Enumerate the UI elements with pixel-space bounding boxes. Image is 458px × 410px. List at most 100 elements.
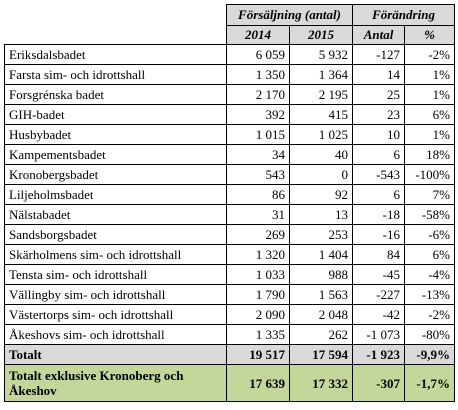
total-2015: 17 594 <box>288 344 354 365</box>
total-pct: -9,9% <box>404 344 456 365</box>
row-2014: 86 <box>226 184 290 205</box>
table-row: Nälstabadet 31 13 -18 -58% <box>4 204 456 225</box>
total-excl-row: Totalt exklusive Kronoberg och Åkeshov 1… <box>4 364 456 402</box>
row-2015: 1 404 <box>288 244 354 265</box>
row-antal: -127 <box>352 44 406 65</box>
row-2014: 1 335 <box>226 324 290 345</box>
row-2015: 0 <box>288 164 354 185</box>
total-excl-antal: -307 <box>352 364 406 402</box>
row-pct: -100% <box>404 164 456 185</box>
total-antal: -1 923 <box>352 344 406 365</box>
row-antal: -543 <box>352 164 406 185</box>
row-2015: 2 195 <box>288 84 354 105</box>
row-name: Nälstabadet <box>4 204 227 225</box>
row-2015: 988 <box>288 264 354 285</box>
row-pct: 1% <box>404 124 456 145</box>
table-body: Eriksdalsbadet 6 059 5 932 -127 -2% Farsta si… <box>4 44 456 345</box>
row-2015: 1 563 <box>288 284 354 305</box>
row-2014: 34 <box>226 144 290 165</box>
table-row: Kronobergsbadet 543 0 -543 -100% <box>4 164 456 185</box>
row-2014: 1 320 <box>226 244 290 265</box>
table-row: Liljeholmsbadet 86 92 6 7% <box>4 184 456 205</box>
row-name: Kronobergsbadet <box>4 164 227 185</box>
sales-table-container: Försäljning (antal) Förändring 2014 2015… <box>4 4 456 402</box>
row-pct: -2% <box>404 44 456 65</box>
table-row: Farsta sim- och idrottshall 1 350 1 364 14 1… <box>4 64 456 85</box>
total-excl-2014: 17 639 <box>226 364 290 402</box>
row-2015: 262 <box>288 324 354 345</box>
row-2014: 543 <box>226 164 290 185</box>
row-antal: -45 <box>352 264 406 285</box>
row-antal: 6 <box>352 144 406 165</box>
row-2014: 31 <box>226 204 290 225</box>
total-excl-2015: 17 332 <box>288 364 354 402</box>
row-2014: 1 350 <box>226 64 290 85</box>
row-antal: 84 <box>352 244 406 265</box>
header-group-row: Försäljning (antal) Förändring <box>4 4 456 45</box>
header-column-row: 2014 2015 Antal % <box>5 25 456 45</box>
row-2015: 2 048 <box>288 304 354 325</box>
row-pct: -58% <box>404 204 456 225</box>
row-2015: 1 025 <box>288 124 354 145</box>
row-name: Husbybadet <box>4 124 227 145</box>
header-change-group: Förändring <box>352 4 456 26</box>
row-antal: -16 <box>352 224 406 245</box>
row-antal: -42 <box>352 304 406 325</box>
table-row: Forsgrénska badet 2 170 2 195 25 1% <box>4 84 456 105</box>
row-antal: -227 <box>352 284 406 305</box>
sales-table: Försäljning (antal) Förändring 2014 2015… <box>4 4 456 402</box>
total-label: Totalt <box>4 344 227 365</box>
row-name: Västertorps sim- och idrottshall <box>4 304 227 325</box>
header-2015: 2015 <box>288 25 354 45</box>
row-name: Forsgrénska badet <box>4 84 227 105</box>
row-name: Farsta sim- och idrottshall <box>4 64 227 85</box>
total-excl-pct: -1,7% <box>404 364 456 402</box>
total-row: Totalt 19 517 17 594 -1 923 -9,9% <box>4 344 456 365</box>
header-pct: % <box>404 25 456 45</box>
row-2014: 1 790 <box>226 284 290 305</box>
table-row: Eriksdalsbadet 6 059 5 932 -127 -2% <box>4 44 456 65</box>
row-pct: 1% <box>404 84 456 105</box>
row-pct: -2% <box>404 304 456 325</box>
row-name: Skärholmens sim- och idrottshall <box>4 244 227 265</box>
row-2015: 253 <box>288 224 354 245</box>
row-2014: 2 170 <box>226 84 290 105</box>
row-pct: -6% <box>404 224 456 245</box>
row-name: Liljeholmsbadet <box>4 184 227 205</box>
header-antal: Antal <box>352 25 406 45</box>
table-row: Tensta sim- och idrottshall 1 033 988 -45 -4… <box>4 264 456 285</box>
row-2014: 1 033 <box>226 264 290 285</box>
total-2014: 19 517 <box>226 344 290 365</box>
row-antal: 10 <box>352 124 406 145</box>
row-name: Åkeshovs sim- och idrottshall <box>4 324 227 345</box>
header-blank-cell <box>4 4 227 45</box>
row-antal: -1 073 <box>352 324 406 345</box>
row-2015: 5 932 <box>288 44 354 65</box>
header-2014: 2014 <box>226 25 290 45</box>
row-name: Eriksdalsbadet <box>4 44 227 65</box>
row-2015: 92 <box>288 184 354 205</box>
row-name: Sandsborgsbadet <box>4 224 227 245</box>
row-name: Kampementsbadet <box>4 144 227 165</box>
table-row: Kampementsbadet 34 40 6 18% <box>4 144 456 165</box>
header-sales-group: Försäljning (antal) <box>225 4 354 26</box>
table-row: Husbybadet 1 015 1 025 10 1% <box>4 124 456 145</box>
row-2015: 40 <box>288 144 354 165</box>
table-row: Skärholmens sim- och idrottshall 1 320 1 4… <box>4 244 456 265</box>
row-2014: 2 090 <box>226 304 290 325</box>
row-pct: 18% <box>404 144 456 165</box>
row-antal: 6 <box>352 184 406 205</box>
table-row: Västertorps sim- och idrottshall 2 090 2 0… <box>4 304 456 325</box>
table-row: Åkeshovs sim- och idrottshall 1 335 262 -1 … <box>4 324 456 345</box>
row-2015: 415 <box>288 104 354 125</box>
row-antal: -18 <box>352 204 406 225</box>
row-antal: 14 <box>352 64 406 85</box>
table-row: Vällingby sim- och idrottshall 1 790 1 563… <box>4 284 456 305</box>
row-pct: 1% <box>404 64 456 85</box>
row-pct: -80% <box>404 324 456 345</box>
total-excl-label: Totalt exklusive Kronoberg och Åkeshov <box>4 364 227 402</box>
table-row: Sandsborgsbadet 269 253 -16 -6% <box>4 224 456 245</box>
row-antal: 25 <box>352 84 406 105</box>
row-2014: 6 059 <box>226 44 290 65</box>
row-name: Vällingby sim- och idrottshall <box>4 284 227 305</box>
